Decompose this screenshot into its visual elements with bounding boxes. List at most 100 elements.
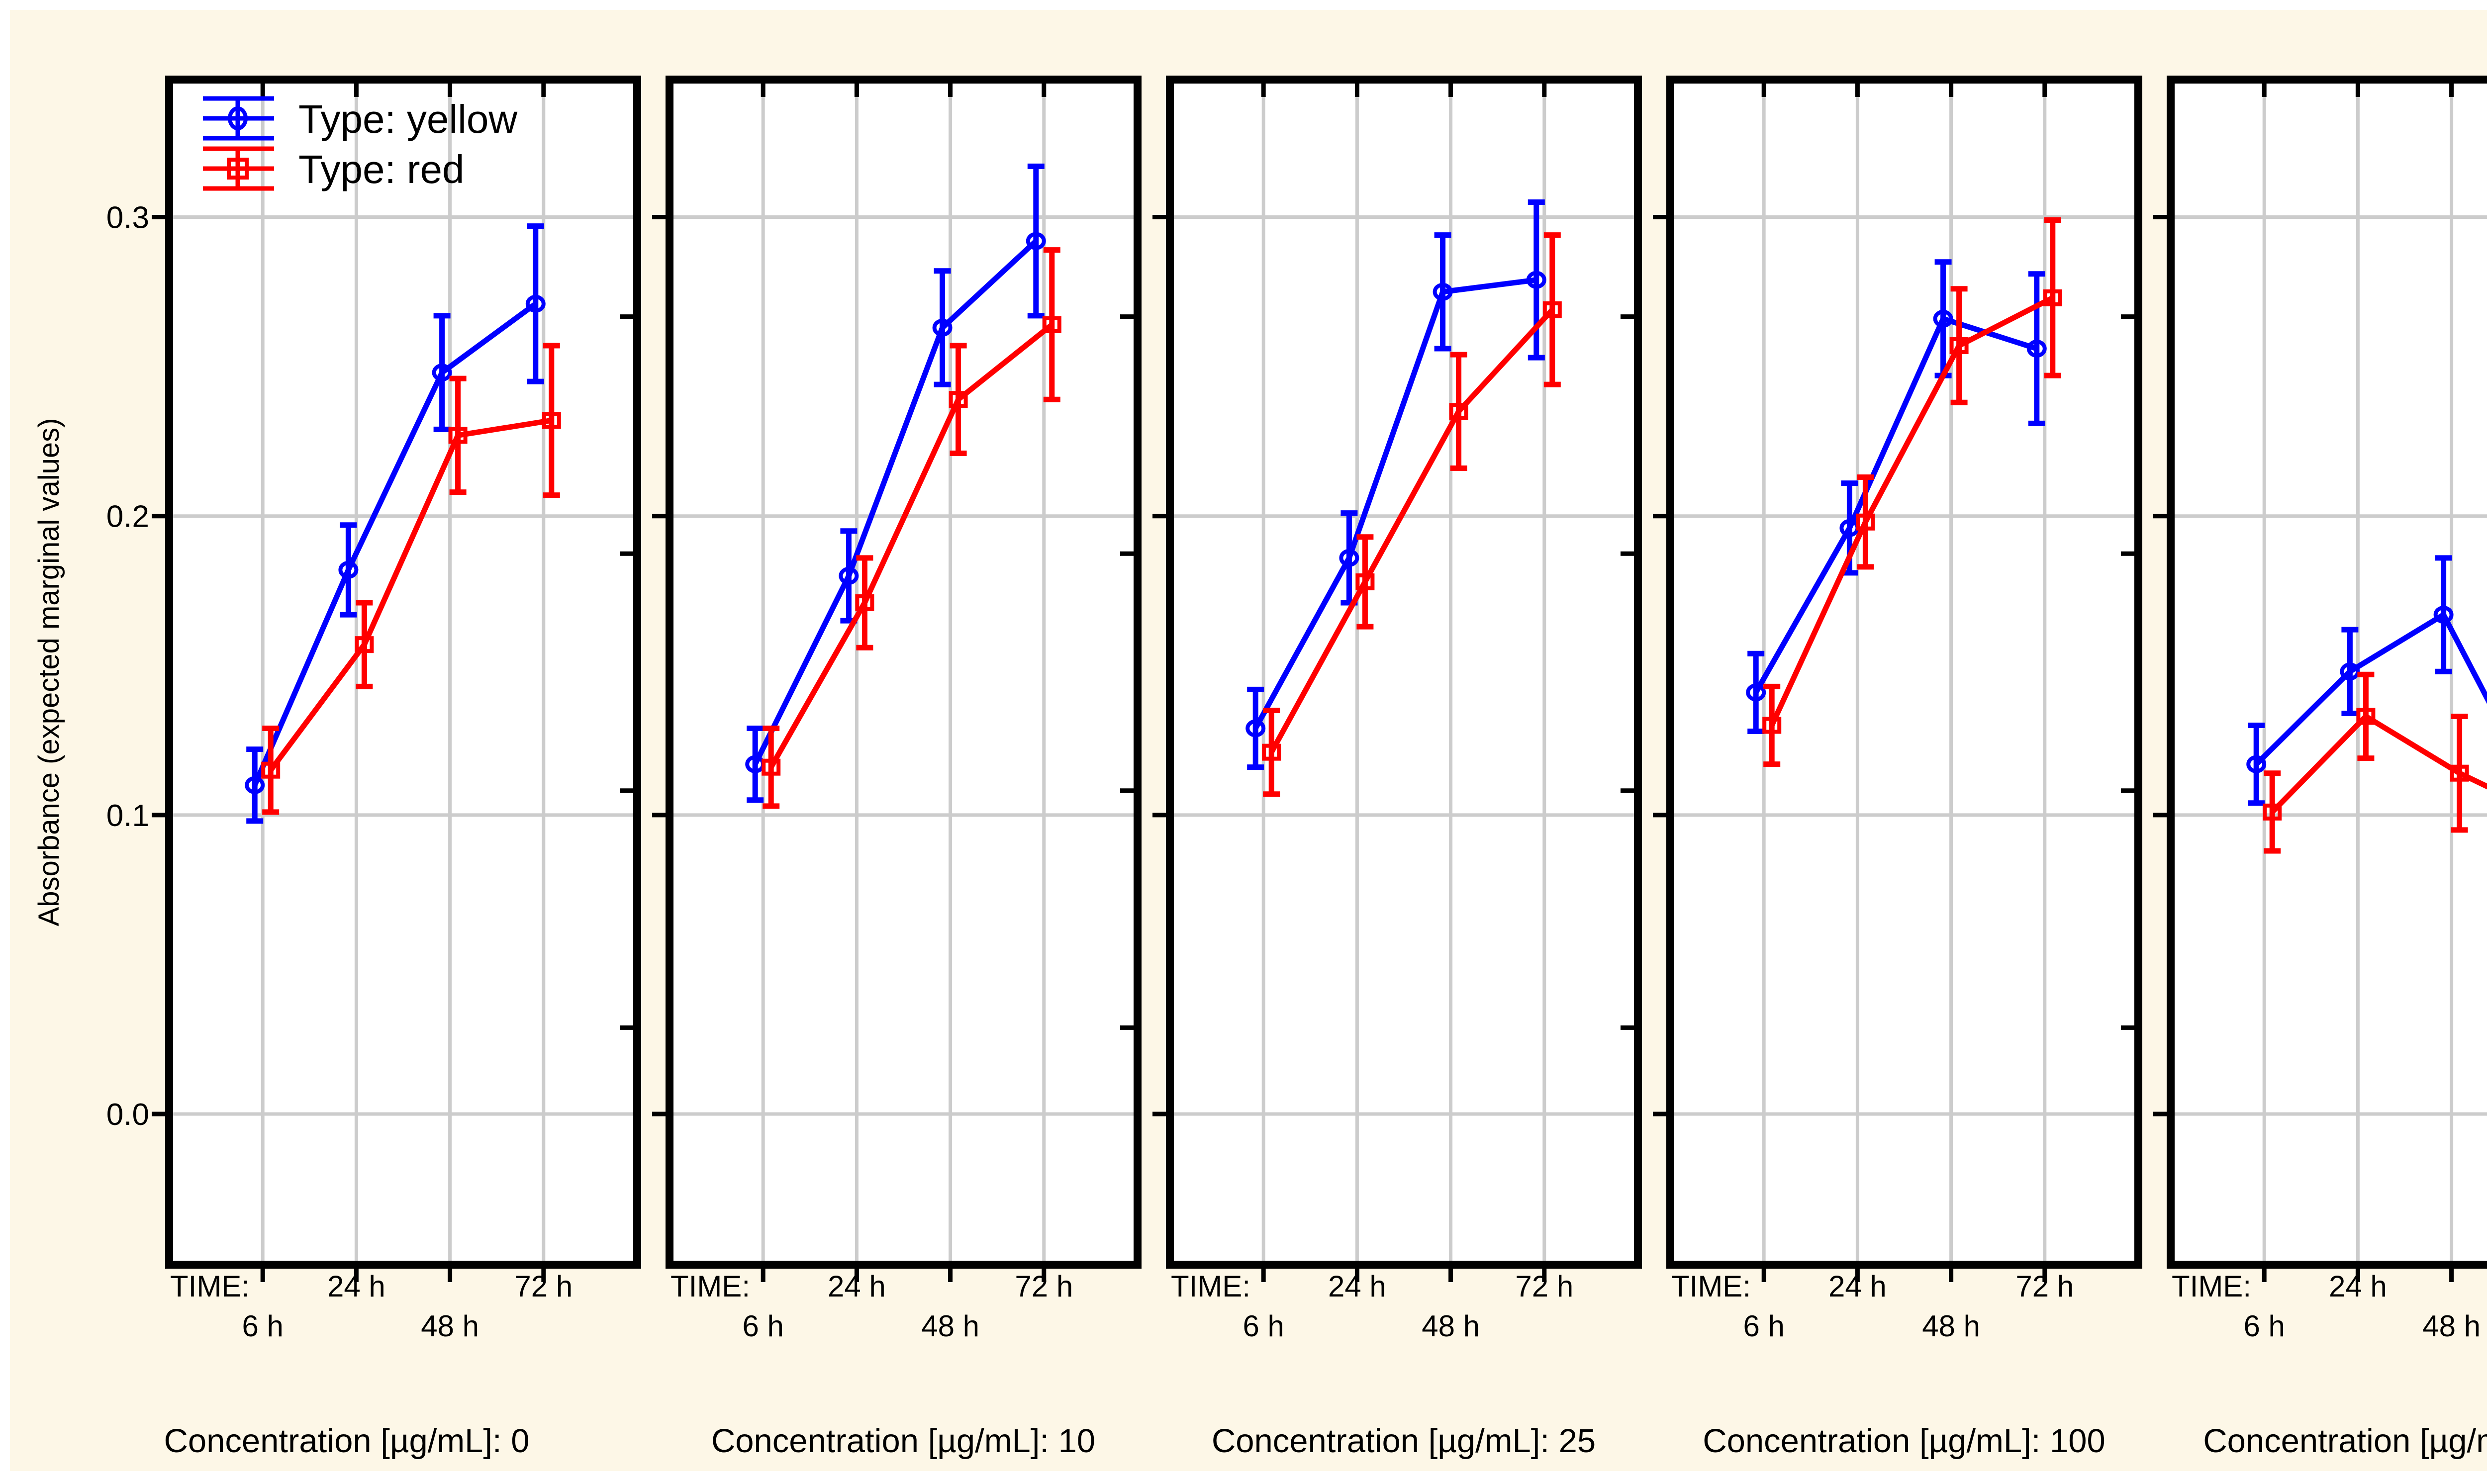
- panel-3: TIME: 24 h 72 h 6 h 48 h Concentration [µg/mL…: [1653, 76, 2142, 1460]
- series-red: [2263, 671, 2487, 854]
- circle-marker: [1245, 719, 1266, 738]
- series-line: [2254, 611, 2487, 766]
- x-label-48h: 48 h: [1422, 1309, 1480, 1343]
- square-marker: [1262, 743, 1281, 761]
- series-yellow: [1245, 199, 1546, 770]
- x-label-24h: 24 h: [2329, 1270, 2387, 1303]
- x-label-48h: 48 h: [421, 1309, 479, 1343]
- panel-caption: Concentration [µg/mL]: 10: [711, 1422, 1095, 1460]
- square-marker: [2450, 764, 2469, 782]
- series-line: [1269, 308, 1554, 754]
- series-line: [252, 301, 538, 786]
- series-red: [1762, 217, 2062, 767]
- series-line: [753, 239, 1038, 766]
- square-marker: [762, 758, 781, 776]
- x-label-48h: 48 h: [2422, 1309, 2481, 1343]
- x-label-72h: 72 h: [1515, 1270, 1573, 1303]
- panel-frame: [165, 76, 641, 1269]
- circle-marker: [2433, 606, 2454, 624]
- square-marker: [1449, 403, 1468, 420]
- time-axis-prefix: TIME:: [670, 1270, 750, 1303]
- circle-marker: [1933, 309, 1953, 328]
- circle-marker: [932, 318, 953, 337]
- x-label-24h: 24 h: [1328, 1270, 1386, 1303]
- square-marker: [1949, 337, 1969, 355]
- x-label-72h: 72 h: [1015, 1270, 1073, 1303]
- y-tick-label: 0.2: [106, 500, 149, 534]
- x-label-48h: 48 h: [1922, 1309, 1980, 1343]
- x-label-48h: 48 h: [921, 1309, 979, 1343]
- error-bar: [1528, 199, 1545, 361]
- legend-item-yellow: Type: yellow: [203, 96, 517, 141]
- circle-marker: [2026, 340, 2047, 358]
- circle-marker: [1339, 549, 1359, 567]
- square-marker: [2263, 803, 2282, 821]
- series-line: [2270, 713, 2487, 814]
- circle-marker: [432, 364, 452, 382]
- series-line: [1769, 295, 2054, 727]
- legend-item-red: Type: red: [203, 146, 465, 191]
- square-marker: [1762, 717, 1782, 734]
- square-marker: [855, 594, 874, 612]
- circle-marker: [2340, 662, 2360, 681]
- legend: Type: yellow Type: red: [203, 96, 517, 191]
- time-axis-prefix: TIME:: [1671, 1270, 1751, 1303]
- x-label-6h: 6 h: [242, 1309, 283, 1343]
- square-marker: [355, 636, 374, 653]
- x-label-6h: 6 h: [742, 1309, 783, 1343]
- panel-caption: Concentration [µg/mL]: 250: [2203, 1422, 2487, 1460]
- y-tick-label: 0.0: [106, 1098, 149, 1132]
- x-label-6h: 6 h: [1243, 1309, 1284, 1343]
- circle-marker: [839, 566, 859, 585]
- x-label-6h: 6 h: [1743, 1309, 1784, 1343]
- error-bar: [2028, 271, 2045, 426]
- time-axis-prefix: TIME:: [2172, 1270, 2251, 1303]
- square-marker: [261, 761, 281, 779]
- plot-area: [670, 80, 1138, 1265]
- square-marker: [949, 391, 968, 408]
- panel-2: TIME: 24 h 72 h 6 h 48 h Concentration [µg/mL…: [1152, 76, 1642, 1460]
- panel-0: TIME: 24 h 72 h 6 h 48 h Concentration [µg/mL…: [152, 76, 641, 1460]
- x-label-72h: 72 h: [2015, 1270, 2074, 1303]
- panel-caption: Concentration [µg/mL]: 25: [1212, 1422, 1596, 1460]
- panel-frame: [2167, 76, 2487, 1269]
- legend-label: Type: red: [298, 147, 465, 191]
- legend-circle-marker: [228, 106, 248, 130]
- plot-area: [1170, 80, 1638, 1265]
- circle-marker: [1746, 683, 1766, 702]
- circle-marker: [245, 776, 265, 794]
- series-line: [1753, 315, 2038, 694]
- time-axis-prefix: TIME:: [1171, 1270, 1250, 1303]
- circle-marker: [2246, 755, 2267, 773]
- circle-marker: [525, 294, 546, 313]
- series-line: [1253, 277, 1537, 730]
- square-marker: [1542, 301, 1562, 318]
- y-tick-label: 0.3: [106, 201, 149, 235]
- y-tick-label: 0.1: [106, 799, 149, 833]
- series-red: [1262, 232, 1562, 797]
- panel-frame: [1166, 76, 1642, 1269]
- plot-area: [169, 80, 637, 1265]
- x-label-24h: 24 h: [828, 1270, 886, 1303]
- time-axis-prefix: TIME:: [170, 1270, 250, 1303]
- legend-label: Type: yellow: [298, 97, 517, 141]
- series-red: [762, 247, 1061, 809]
- legend-square-marker: [227, 158, 249, 180]
- square-marker: [2043, 289, 2062, 306]
- x-label-24h: 24 h: [1828, 1270, 1887, 1303]
- panel-caption: Concentration [µg/mL]: 0: [164, 1422, 529, 1460]
- panel-1: TIME: 24 h 72 h 6 h 48 h Concentration [µg/mL…: [652, 76, 1142, 1460]
- series-yellow: [2246, 555, 2487, 806]
- square-marker: [542, 412, 561, 429]
- circle-marker: [1526, 271, 1546, 289]
- square-marker: [2356, 708, 2376, 725]
- square-marker: [448, 427, 468, 444]
- panel-frame: [666, 76, 1142, 1269]
- series-yellow: [245, 223, 546, 824]
- square-marker: [1355, 573, 1375, 590]
- panel-caption: Concentration [µg/mL]: 100: [1703, 1422, 2105, 1460]
- square-marker: [1042, 316, 1061, 333]
